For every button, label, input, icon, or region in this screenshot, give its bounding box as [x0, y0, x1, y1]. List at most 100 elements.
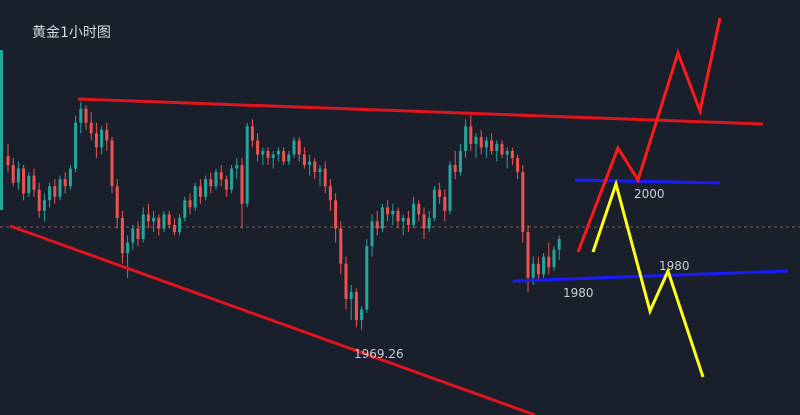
- candle-body: [183, 200, 187, 218]
- candle-body: [193, 186, 197, 208]
- candle-body: [63, 179, 67, 187]
- candle-body: [448, 165, 452, 211]
- candle-body: [188, 200, 192, 208]
- candle-body: [11, 165, 15, 183]
- candle-body: [453, 165, 457, 173]
- candle-body: [16, 168, 20, 183]
- candle-body: [58, 179, 62, 197]
- candle-body: [172, 224, 176, 232]
- candle-body: [131, 228, 135, 243]
- candle-body: [500, 143, 504, 155]
- candle-body: [339, 228, 343, 264]
- candle-body: [328, 186, 332, 201]
- candle-body: [386, 207, 390, 215]
- candle-body: [198, 186, 202, 197]
- candle-body: [542, 256, 546, 275]
- candle-body: [120, 217, 124, 254]
- candle-body: [464, 126, 468, 151]
- candle-body: [271, 154, 275, 158]
- support-line-1980: [512, 269, 789, 283]
- candle-body: [162, 214, 166, 229]
- candle-body: [167, 214, 171, 225]
- candle-body: [438, 189, 442, 197]
- annotation-low-marker: 1969.26: [354, 347, 404, 361]
- candle-body: [547, 256, 551, 268]
- candle-body: [302, 154, 306, 166]
- annotation-resistance-label: 2000: [634, 187, 665, 201]
- candle-body: [250, 126, 254, 141]
- candle-body: [365, 246, 369, 310]
- bearish-projection-path: [591, 178, 705, 378]
- candle-body: [230, 168, 234, 190]
- bullish-projection-path: [576, 17, 722, 253]
- candle-body: [526, 232, 530, 278]
- candle-body: [443, 196, 447, 211]
- candle-body: [505, 150, 509, 155]
- candle-body: [240, 165, 244, 204]
- candle-body: [178, 217, 182, 232]
- candle-body: [157, 217, 161, 229]
- candle-body: [84, 108, 88, 123]
- candle-body: [32, 175, 36, 190]
- candle-body: [89, 122, 93, 134]
- candle-body: [344, 263, 348, 299]
- candle-body: [209, 179, 213, 187]
- candle-body: [282, 150, 286, 162]
- candle-body: [495, 143, 499, 151]
- candle-body: [370, 221, 374, 247]
- candle-body: [516, 158, 520, 173]
- candle-body: [417, 203, 421, 215]
- candle-body: [214, 172, 218, 187]
- resistance-line-2000: [574, 178, 721, 185]
- chart-title: 黄金1小时图: [32, 25, 111, 41]
- candle-body: [245, 126, 249, 204]
- candle-body: [360, 309, 364, 321]
- candle-body: [261, 150, 265, 155]
- candle-body: [334, 200, 338, 229]
- candle-body: [308, 161, 312, 166]
- candle-body: [136, 228, 140, 240]
- candle-body: [48, 186, 52, 201]
- candle-body: [74, 122, 78, 169]
- annotation-support-label-lower: 1980: [563, 286, 594, 300]
- lower-trendline: [9, 224, 536, 415]
- candle-body: [484, 140, 488, 148]
- candle-body: [531, 263, 535, 278]
- candle-body: [521, 172, 525, 232]
- edge-candle: [0, 50, 3, 210]
- candle-body: [224, 179, 228, 190]
- candle-body: [100, 129, 104, 148]
- candle-body: [458, 150, 462, 173]
- candle-body: [427, 217, 431, 229]
- candle-body: [391, 210, 395, 215]
- candle-body: [490, 140, 494, 151]
- candle-body: [79, 108, 83, 123]
- annotation-support-label-upper: 1980: [659, 259, 690, 273]
- candle-body: [401, 217, 405, 222]
- candle-body: [375, 221, 379, 229]
- candle-body: [42, 200, 46, 211]
- candle-body: [53, 186, 57, 197]
- candle-body: [552, 249, 556, 268]
- candle-body: [146, 214, 150, 222]
- candle-body: [422, 214, 426, 229]
- upper-trendline: [77, 97, 764, 126]
- candle-body: [474, 136, 478, 144]
- candle-body: [323, 168, 327, 187]
- candle-body: [396, 210, 400, 222]
- candle-body: [6, 156, 10, 166]
- candle-body: [115, 186, 119, 218]
- candle-body: [510, 150, 514, 158]
- candle-body: [432, 189, 436, 218]
- candle-body: [479, 136, 483, 148]
- candle-body: [94, 133, 98, 148]
- candle-body: [406, 217, 410, 225]
- candle-body: [536, 263, 540, 275]
- candle-body: [105, 129, 109, 141]
- candle-body: [412, 203, 416, 225]
- candle-body: [557, 239, 561, 250]
- candle-body: [354, 291, 358, 321]
- candle-body: [380, 207, 384, 229]
- candle-body: [318, 168, 322, 173]
